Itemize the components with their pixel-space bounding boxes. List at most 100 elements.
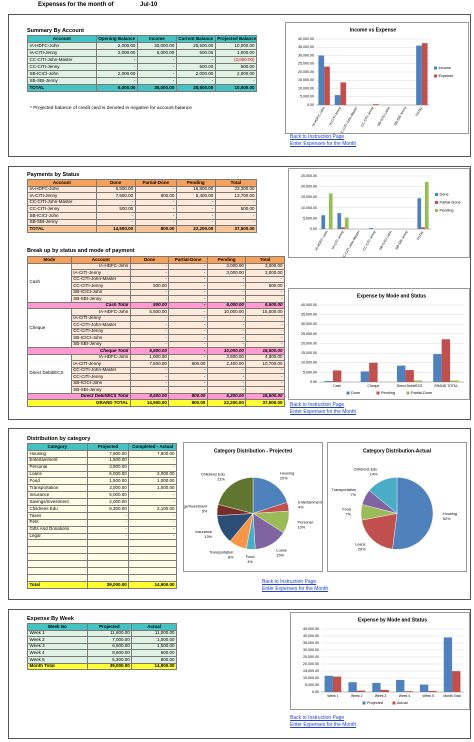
link[interactable]: Back to Instruction Page [262, 579, 317, 585]
bar [404, 691, 413, 692]
table-cell: 1,500.00 [131, 642, 177, 651]
table-cell [27, 567, 88, 575]
table-cell: Pending [175, 179, 216, 187]
y-tick-label: 25,000.00 [301, 174, 317, 178]
table-cell: - [175, 198, 216, 207]
table-cell: - [175, 56, 216, 64]
chart-title: Category Distribution - Projected [214, 448, 292, 454]
table-cell [128, 553, 177, 562]
chart: Expense by Mode and Status 0.00 5,000.00 10… [303, 617, 464, 705]
bar [344, 217, 349, 229]
table-cell: 22,200.00 [175, 225, 216, 233]
table-row: IA-HDFC-John 2,000.00 30,000.00 25,500.00 10… [27, 42, 258, 50]
link[interactable]: Enter Expenses for the Month [290, 409, 357, 415]
table-row: CC-CITI-John-Master - - - - [27, 198, 258, 207]
chart-title: Expense by Mode and Status [357, 293, 426, 299]
table-cell: - [134, 211, 177, 220]
y-tick-label: 15,000.00 [303, 669, 319, 673]
chart-box: Expense by Mode and Status 0.00 5,000.00 10… [290, 612, 470, 710]
table-cell: - [128, 525, 177, 534]
slice-value-label: 15% [276, 553, 284, 557]
link[interactable]: Back to Instruction Page [290, 134, 345, 140]
chart-box: 0.00 5,000.00 10,000.00 15,000.00 20,000.00 2… [288, 168, 470, 260]
table-cell: TOTAL [27, 84, 97, 92]
bar [417, 198, 422, 229]
table-cell: Income [136, 35, 177, 43]
table-row: SB-ICICI-John - - - - [28, 334, 285, 342]
table-cell: 5,000.00 [86, 491, 130, 500]
legend-label: Pending [381, 391, 395, 395]
y-tick-label: 35,000.00 [303, 641, 319, 645]
x-tick-label: GRAND TOTAL [434, 384, 458, 388]
table-cell: TOTAL [27, 225, 97, 233]
y-tick-label: 5,000.00 [303, 216, 317, 220]
x-tick-label: Week 4 [399, 694, 411, 698]
bar [328, 193, 333, 229]
y-tick-label: 10,000.00 [298, 86, 314, 90]
table-cell: Total [214, 179, 258, 187]
table-row: Category Projected Completed - Actual [27, 443, 177, 451]
table-row: Pets - - [27, 518, 177, 527]
link[interactable]: Enter Expenses for the Month [290, 722, 357, 728]
table-row: Childrens Edu 8,300.00 2,100.00 [27, 505, 177, 513]
y-tick-label: 30,000.00 [303, 648, 319, 652]
slice-value-label: 4% [298, 505, 304, 509]
legend-label: Partial-Done [440, 201, 461, 205]
x-tick-label: Direct Debit/ECS [397, 384, 423, 388]
section-title: Payments by Status [27, 172, 80, 178]
table-cell: SB-ICICI-John [27, 211, 97, 220]
table-row: SB-ICICI-John - - - - [27, 211, 258, 220]
legend-swatch [435, 209, 438, 212]
table-cell [86, 573, 130, 582]
table-row: Savings/Investment 2,000.00- [27, 498, 177, 507]
table-cell: 3,900.00 [86, 463, 130, 472]
table-row: Account Opening Balance Income Current Bala… [27, 35, 258, 43]
table-cell: 39,000.00 [86, 580, 130, 589]
table-cell: 800.00 [131, 655, 177, 664]
y-tick-label: 0.00 [307, 103, 314, 107]
chart: Category Distribution - Projected Housing… [174, 448, 323, 563]
bar [334, 95, 341, 105]
table-cell: - [214, 211, 258, 220]
y-tick-label: 15,000.00 [301, 195, 317, 199]
y-tick-label: 10,000.00 [301, 361, 317, 365]
bar [373, 104, 379, 105]
table-cell: SB-SBI-Jenny [27, 218, 97, 227]
table-cell: 800.00 [134, 225, 177, 233]
table-cell: 2,000.00 [95, 49, 138, 57]
table-cell [86, 553, 130, 562]
x-tick-label: IA-HDFC-John [311, 106, 326, 127]
bar [369, 362, 378, 382]
link[interactable]: Enter Expenses for the Month [262, 586, 329, 592]
section-title: Distribution by category [27, 436, 91, 442]
chart: 0.00 5,000.00 10,000.00 15,000.00 20,000.00 2… [301, 174, 461, 260]
table-cell: 6,500.00 [86, 642, 133, 651]
x-tick-label: TOTAL [416, 230, 425, 241]
bar [396, 365, 406, 382]
table-cell [128, 560, 177, 569]
table-row: Food 1,500.00 1,000.00 [27, 477, 177, 486]
table-cell: 5,300.00 [86, 655, 133, 664]
section-box [8, 609, 471, 739]
bar [413, 380, 423, 382]
table-cell: 25,500.00 [175, 42, 216, 50]
link[interactable]: Enter Expenses for the Month [290, 141, 357, 147]
table-cell: - [95, 218, 136, 227]
table-cell: Done [95, 179, 136, 187]
table-cell: - [175, 205, 216, 213]
slice-label: Food [342, 507, 351, 511]
link[interactable]: Back to Instruction Page [290, 402, 345, 408]
month: Jul-10 [140, 2, 158, 8]
table-cell: 16,800.00 [175, 185, 216, 194]
table-row: TOTAL 14,500.00 800.00 22,200.00 37,500.00 [27, 225, 258, 233]
link[interactable]: Back to Instruction Page [290, 715, 345, 721]
slice-value-label: 7% [346, 512, 352, 516]
table-cell [128, 539, 177, 548]
pie-slice [252, 477, 288, 514]
table-cell: Week 2 [27, 636, 88, 644]
slice-label: Childrens Edu [354, 467, 378, 471]
slice-label: Savings/Investment [184, 505, 208, 509]
section-title: Break up by status and mode of payment [27, 248, 135, 254]
table-cell: 500.00 [214, 63, 258, 71]
